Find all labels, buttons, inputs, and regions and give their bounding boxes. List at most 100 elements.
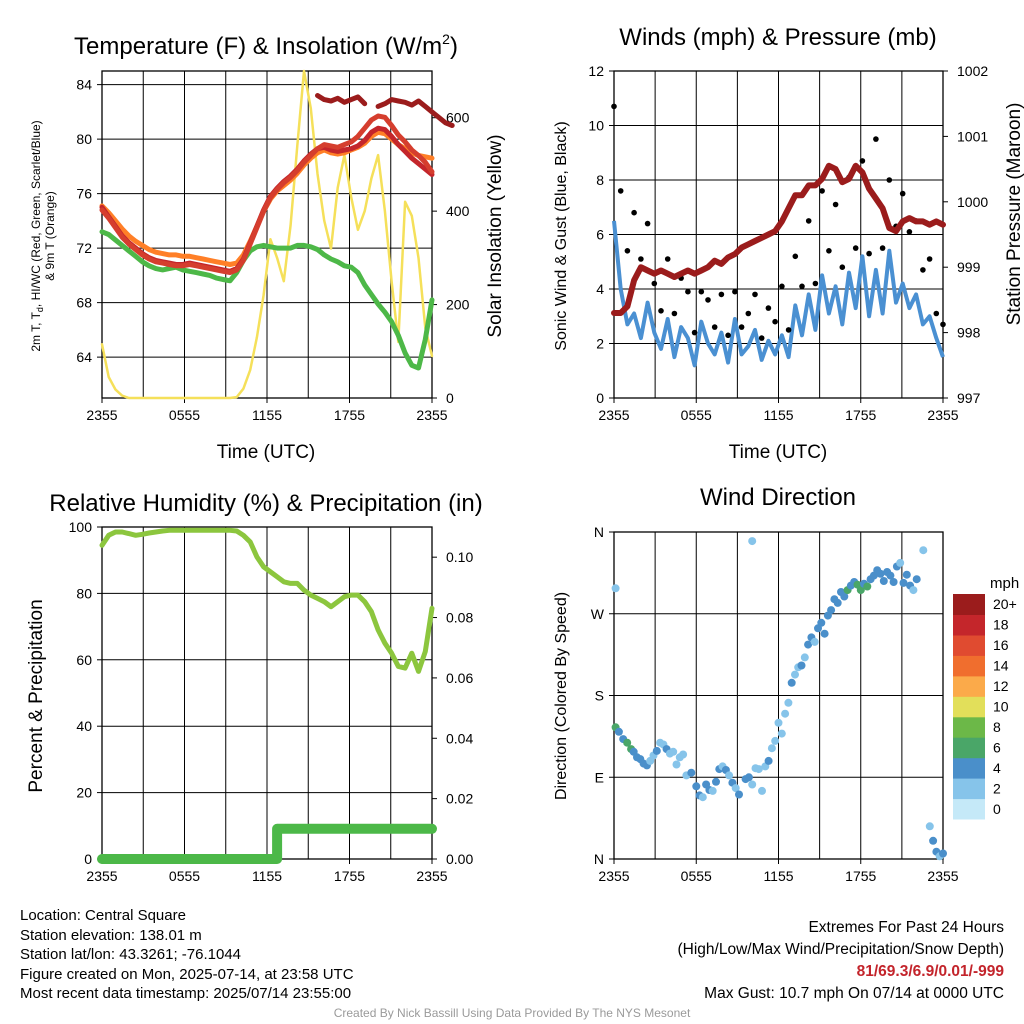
dir-point [652,746,661,755]
temp-series-insolation [100,69,434,400]
wind-gust-point [638,256,644,262]
dir-point [623,738,632,747]
dir-point [787,678,796,687]
dir-point [929,836,938,845]
wind-gust-point [933,310,940,317]
temp-xtick-label: 2355 [86,407,117,423]
wind-gust-point [732,288,738,295]
dir-xtick-label: 2355 [927,868,958,884]
extremes-values: 81/69.3/6.9/0.01/-999 [856,963,1004,980]
dir-legend-label: 2 [993,780,1001,796]
wind-gust-point [940,321,946,328]
wind-gust-point [792,253,799,260]
dir-point [669,747,678,756]
dir-point [771,736,780,745]
wind-gust-point [779,283,785,290]
wind-gust-point [738,324,745,330]
wind-gust-point [664,256,671,262]
temp-y2tick-label: 200 [446,297,470,313]
credit-line: Created By Nick Bassill Using Data Provi… [333,1006,691,1020]
temp-ylabel-c: & 9m T (Orange) [43,191,57,281]
temp-ytick-label: 64 [76,349,92,365]
wind-gust-point [624,248,631,254]
dir-ytick-label: E [595,769,604,785]
wind-gust-point [718,291,725,298]
dir-legend-label: 0 [993,801,1001,817]
temp-xtick-label: 0555 [169,407,200,423]
dir-point [856,586,865,595]
wind-gust-point [886,177,893,183]
temp-xlabel: Time (UTC) [217,442,316,463]
wind-y2tick-label: 999 [957,259,981,275]
wind-gust-point [658,308,664,314]
wind-gust-point [859,158,866,164]
dir-legend-label: 16 [993,637,1009,653]
dir-point [744,773,753,782]
dir-point [764,756,773,765]
temp-title-close: ) [450,33,458,60]
temp-title-sup: 2 [442,31,450,47]
rh-y2tick-label: 0.04 [446,730,473,746]
wind-ytick-label: 6 [596,227,604,243]
rh-series-precipitation [97,823,437,864]
rh-ytick-label: 80 [76,585,92,601]
wind-series-sonic-wind [612,220,945,368]
wind-ytick-label: 8 [596,172,604,188]
temp-ytick-label: 68 [76,295,92,311]
wind-xtick-label: 0555 [681,407,712,423]
rh-plot: 0 20 40 60 80 100 0.00 0.02 0.04 0.06 0.08 0.10 2355… [69,519,474,884]
dir-point [672,760,681,769]
dir-plot: 2355 0555 1155 1755 2355NESWN024681012141618… [591,524,1017,884]
wind-ytick-label: 12 [588,63,604,79]
dir-point [692,782,701,791]
dir-legend-label: 8 [993,719,1001,735]
rh-ytick-label: 100 [69,519,93,535]
dir-point [698,793,707,802]
temp-ytick-label: 84 [76,77,92,93]
wind-y2tick-label: 997 [957,390,981,406]
dir-point [876,569,885,578]
dir-point [800,653,809,662]
svg-text:2m T, Td, HI/WC (Red, Green, S: 2m T, Td, HI/WC (Red, Green, Scarlet/Blu… [29,120,45,351]
wind-gust-point [812,280,819,287]
temp-y2tick-label: 0 [446,390,454,406]
dir-point [725,771,734,780]
wind-gust-point [752,291,758,298]
dir-legend-swatch [953,798,985,820]
rh-xtick-label: 1755 [334,868,365,884]
dir-point [820,629,829,638]
extremes-box: Extremes For Past 24 Hours (High/Low/Max… [678,917,1005,1005]
temp-series-heat-index [315,93,368,107]
rh-series-relative-humidity [99,527,435,674]
temp-title: Temperature (F) & Insolation (W/m2) [74,31,458,60]
wind-gust-point [765,305,772,311]
temp-y2tick-label: 400 [446,203,470,219]
info-location: Location: Central Square [20,907,186,924]
dir-point [889,578,898,586]
dir-point [687,768,696,777]
dir-legend-swatch [953,737,985,759]
temp-ylabel-b: , HI/WC (Red, Green, Scarlet/Blue) [29,120,43,307]
dir-legend-label: 14 [993,658,1009,674]
wind-gust-point [631,209,637,216]
wind-gust-point [920,267,926,273]
dir-point [748,537,757,546]
temp-xtick-label: 1755 [334,407,365,423]
rh-xtick-label: 2355 [86,868,117,884]
wind-gust-point [826,248,832,254]
dir-xtick-label: 1155 [763,868,793,884]
temp-xtick-label: 2355 [416,407,447,423]
wind-gust-point [745,310,752,317]
dir-point [767,744,776,753]
dir-point [781,709,790,718]
dir-point [833,598,842,607]
dir-point [735,790,743,799]
wind-xtick-label: 2355 [927,407,958,423]
temp-series-hi-wc [99,113,435,276]
wind-gust-point [711,324,718,330]
rh-y2tick-label: 0.08 [446,610,473,626]
wind-gust-point [772,318,778,325]
temp-ytick-label: 72 [76,240,92,256]
wind-gust-point [852,245,859,251]
dir-point [748,780,757,789]
